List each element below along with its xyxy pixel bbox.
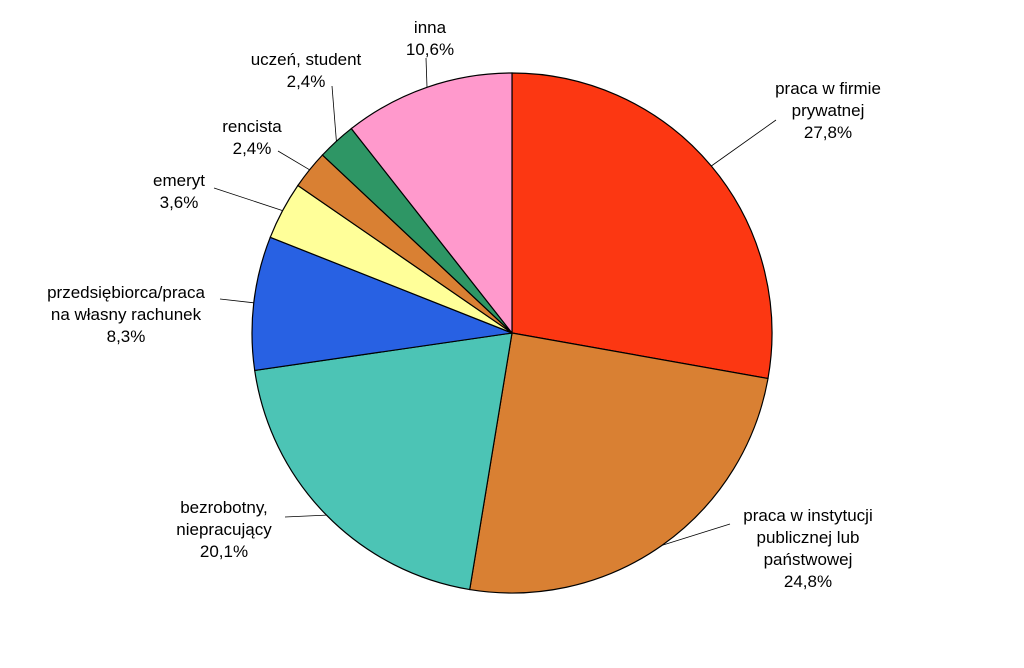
- leader-line: [284, 514, 327, 518]
- pie-slice: [350, 72, 513, 335]
- slice-label: praca w firmie prywatnej 27,8%: [775, 79, 881, 142]
- slice-label: bezrobotny, niepracujący 20,1%: [176, 498, 272, 561]
- slice-category-label: praca w firmie: [775, 79, 881, 98]
- slice-value-label: 27,8%: [804, 123, 852, 142]
- slice-category-label: niepracujący: [176, 520, 272, 539]
- slice-value-label: 10,6%: [406, 40, 454, 59]
- slice-label: emeryt 3,6%: [153, 171, 205, 212]
- pie-slice: [469, 332, 769, 594]
- slice-category-label: bezrobotny,: [180, 498, 268, 517]
- slice-category-label: przedsiębiorca/praca: [47, 283, 205, 302]
- leader-line: [277, 150, 310, 171]
- slice-value-label: 3,6%: [160, 193, 199, 212]
- leader-line: [331, 85, 337, 142]
- slice-label: przedsiębiorca/praca na własny rachunek 8,…: [47, 283, 205, 346]
- slice-category-label: praca w instytucji: [743, 506, 872, 525]
- pie-slice: [511, 72, 773, 380]
- leader-line: [662, 523, 731, 546]
- leader-lines: [213, 57, 777, 546]
- slice-category-label: na własny rachunek: [51, 305, 202, 324]
- leader-line: [711, 119, 777, 167]
- slice-category-label: rencista: [222, 117, 282, 136]
- leader-line: [219, 298, 254, 304]
- leader-line: [213, 187, 283, 211]
- pie-slice: [251, 236, 515, 372]
- slice-category-label: państwowej: [764, 550, 853, 569]
- pie-slices: [251, 72, 773, 594]
- slice-label: praca w instytucji publicznej lub państwow…: [743, 506, 872, 591]
- leader-line: [425, 57, 428, 88]
- slice-category-label: prywatnej: [792, 101, 865, 120]
- slice-value-label: 20,1%: [200, 542, 248, 561]
- slice-label: inna 10,6%: [406, 18, 454, 59]
- slice-label: uczeń, student 2,4%: [251, 50, 362, 91]
- slice-category-label: publicznej lub: [756, 528, 859, 547]
- slice-value-label: 2,4%: [233, 139, 272, 158]
- slice-value-label: 24,8%: [784, 572, 832, 591]
- slice-category-label: emeryt: [153, 171, 205, 190]
- slice-labels: praca w firmie prywatnej 27,8% praca w inst…: [47, 18, 881, 591]
- slice-category-label: inna: [414, 18, 447, 37]
- slice-label: rencista 2,4%: [222, 117, 282, 158]
- pie-slice: [254, 332, 513, 591]
- slice-value-label: 8,3%: [107, 327, 146, 346]
- slice-value-label: 2,4%: [287, 72, 326, 91]
- slice-category-label: uczeń, student: [251, 50, 362, 69]
